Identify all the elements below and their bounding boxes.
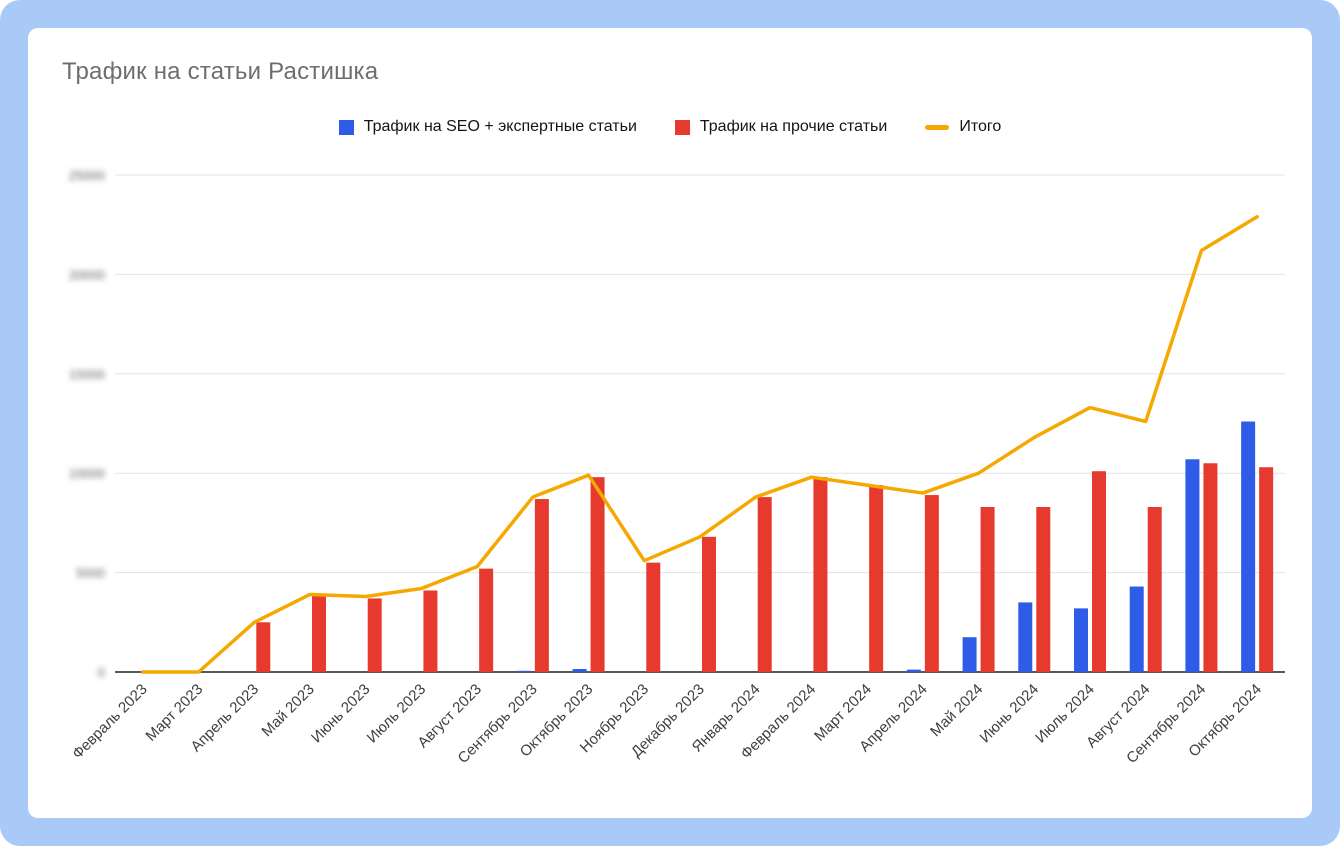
bar-other — [534, 499, 549, 672]
x-axis-label: Июнь 2024 — [977, 681, 1043, 747]
bar-other — [702, 536, 716, 672]
bar-other — [924, 495, 939, 672]
legend-swatch-total-line-icon — [925, 124, 950, 130]
y-axis-label: 25000 — [69, 168, 105, 183]
bar-seo — [1185, 459, 1200, 672]
total-line — [141, 214, 1259, 674]
bar-seo — [962, 637, 977, 672]
bar-seo — [906, 669, 921, 672]
bar-other — [1147, 506, 1162, 672]
bar-seo — [1074, 608, 1088, 672]
bar-other — [423, 590, 438, 672]
bar-seo — [572, 669, 587, 672]
legend-label-seo: Трафик на SEO + экспертные статьи — [363, 118, 637, 135]
legend-item-seo: Трафик на SEO + экспертные статьи — [338, 118, 637, 136]
x-axis-label: Май 2023 — [258, 681, 317, 740]
y-axis-label: 5000 — [76, 566, 105, 581]
legend-label-other: Трафик на прочие статьи — [699, 118, 888, 135]
y-axis-label: 0 — [98, 665, 105, 680]
bar-other — [869, 485, 884, 672]
x-axis-label: Июнь 2023 — [308, 681, 374, 747]
bar-other — [590, 477, 605, 672]
legend-label-total: Итого — [959, 118, 1002, 135]
y-axis-label: 10000 — [69, 466, 105, 481]
legend-item-total: Итого — [925, 118, 1001, 136]
bar-other — [256, 622, 271, 672]
legend-swatch-other-icon — [674, 119, 690, 135]
bar-other — [1203, 463, 1218, 672]
bar-seo — [516, 670, 531, 672]
bar-other — [1036, 506, 1051, 672]
bar-other — [646, 562, 661, 672]
legend-item-other: Трафик на прочие статьи — [674, 118, 888, 136]
bar-other — [813, 477, 828, 672]
bar-other — [1259, 467, 1274, 672]
legend-swatch-seo-icon — [338, 119, 354, 135]
chart-legend: Трафик на SEO + экспертные статьи Трафик… — [28, 118, 1312, 136]
x-axis-label: Май 2024 — [927, 681, 986, 740]
bar-seo — [1129, 586, 1144, 672]
bar-other — [479, 568, 494, 672]
x-axis-label: Февраль 2023 — [69, 681, 151, 763]
chart-plot-area: 0 5000 10000 15000 20000 25000 Февраль 2023 Мар… — [28, 155, 1312, 815]
y-axis-label: 15000 — [69, 367, 105, 382]
bar-seo — [1241, 421, 1256, 672]
bar-other — [1092, 471, 1106, 672]
y-axis-label: 20000 — [69, 267, 105, 282]
bar-other — [980, 506, 995, 672]
bar-other — [367, 598, 382, 672]
bar-other — [757, 497, 772, 672]
bar-seo — [1018, 602, 1033, 672]
bar-other — [312, 594, 326, 672]
chart-card: Трафик на статьи Растишка Трафик на SEO … — [28, 28, 1312, 818]
chart-title: Трафик на статьи Растишка — [62, 58, 379, 85]
